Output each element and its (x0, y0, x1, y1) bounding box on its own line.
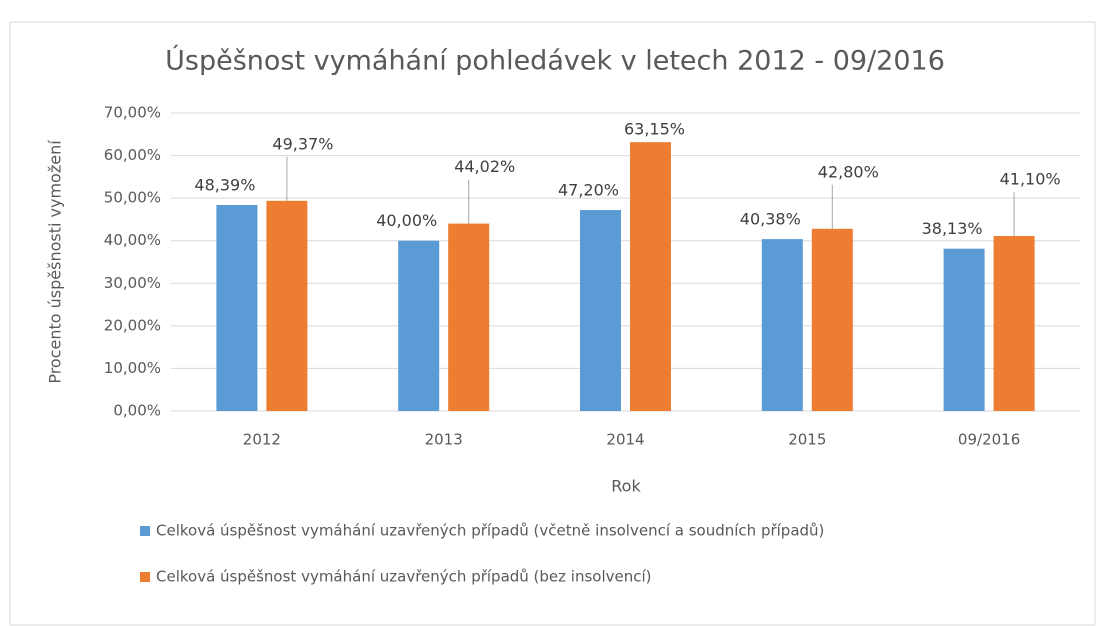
data-label: 41,10% (1000, 170, 1061, 189)
legend-swatch (140, 572, 150, 582)
bar (943, 248, 985, 411)
data-label: 47,20% (558, 181, 619, 200)
y-tick-label: 10,00% (104, 359, 161, 377)
bar (993, 236, 1035, 411)
x-axis-label: Rok (611, 477, 641, 496)
bar (761, 239, 803, 411)
data-label: 42,80% (818, 162, 879, 181)
y-tick-label: 70,00% (104, 104, 161, 122)
data-label: 48,39% (194, 175, 255, 194)
bar (580, 210, 621, 411)
bar (266, 200, 308, 411)
x-tick-label: 2012 (243, 431, 281, 449)
data-label: 63,15% (624, 120, 685, 139)
x-tick-label: 2013 (425, 431, 463, 449)
legend-label: Celková úspěšnost vymáhání uzavřených př… (156, 568, 652, 586)
bar (398, 240, 440, 411)
bar (216, 204, 258, 411)
x-tick-label: 09/2016 (958, 431, 1020, 449)
x-tick-label: 2014 (606, 431, 644, 449)
chart-title: Úspěšnost vymáhání pohledávek v letech 2… (165, 45, 945, 77)
y-tick-label: 60,00% (104, 146, 161, 164)
data-label: 44,02% (454, 157, 515, 176)
y-tick-label: 30,00% (104, 274, 161, 292)
x-tick-label: 2015 (788, 431, 826, 449)
chart-border (9, 21, 1096, 626)
data-label: 49,37% (272, 134, 333, 153)
data-label: 38,13% (922, 219, 983, 238)
bar (811, 228, 853, 411)
data-label: 40,00% (376, 211, 437, 230)
y-tick-label: 40,00% (104, 231, 161, 249)
y-tick-label: 50,00% (104, 189, 161, 207)
y-axis-label: Procento úspěšnosti vymožení (46, 140, 65, 384)
bar (448, 223, 490, 411)
legend-swatch (140, 526, 150, 536)
y-tick-label: 20,00% (104, 316, 161, 334)
bar (630, 142, 671, 411)
y-tick-label: 0,00% (113, 402, 161, 420)
data-label: 40,38% (740, 210, 801, 229)
legend-label: Celková úspěšnost vymáhání uzavřených př… (156, 522, 824, 540)
